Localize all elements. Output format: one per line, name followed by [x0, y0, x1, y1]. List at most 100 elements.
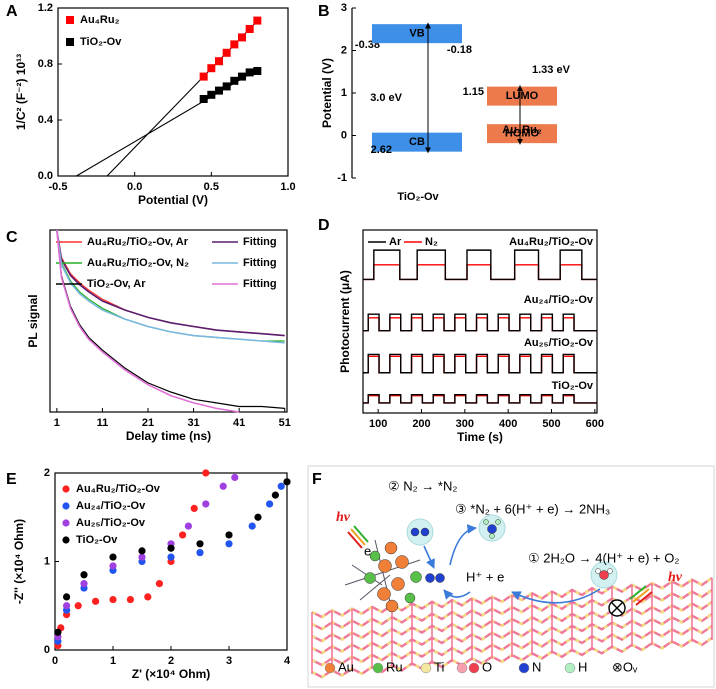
data-point: [109, 553, 117, 561]
legend-label: Au₄Ru₂/TiO₂-Ov, Ar: [87, 236, 189, 248]
legend-marker: [62, 485, 70, 493]
group-label: Au₂₅/TiO₂-Ov: [524, 337, 594, 349]
x-tick-label: 1: [110, 655, 116, 667]
data-point: [196, 549, 204, 557]
atom: [378, 559, 392, 573]
legend-label: N₂: [425, 236, 438, 248]
data-point: [215, 86, 223, 95]
atom: [404, 592, 416, 604]
panel-label: C: [6, 229, 18, 246]
data-point: [196, 540, 204, 548]
y-axis-title: Photocurrent (μA): [338, 270, 352, 373]
atom: [425, 573, 435, 583]
data-point: [138, 547, 146, 555]
energy-level: [372, 24, 462, 44]
data-point: [109, 562, 117, 570]
atom: [364, 572, 376, 584]
data-point: [138, 553, 146, 561]
y-tick-label: 2: [44, 467, 50, 479]
data-point: [199, 72, 208, 81]
legend-marker: [372, 662, 384, 674]
data-point: [54, 628, 62, 636]
reaction: ③ *N₂ + 6(H⁺ + e) → 2NH₃: [455, 501, 610, 516]
atom: [487, 524, 497, 534]
series-line: [56, 229, 285, 337]
x-tick-label: 600: [586, 418, 604, 430]
data-point: [266, 500, 274, 508]
y-axis-title: PL signal: [26, 294, 40, 347]
material-name: TiO₂-Ov: [397, 191, 439, 203]
scheme-frame: [307, 465, 715, 688]
x-tick-label: 1: [54, 417, 60, 429]
material-name: Au₄Ru₂: [502, 124, 542, 136]
series-line: [56, 229, 240, 413]
atom: [377, 587, 391, 601]
photocurrent-trace: [363, 394, 597, 404]
atom: [410, 571, 422, 583]
data-point: [199, 95, 208, 103]
light-ray: [629, 585, 647, 600]
data-point: [155, 580, 163, 588]
atom: [395, 555, 409, 569]
legend-marker: [518, 662, 530, 674]
data-point: [190, 504, 198, 512]
y-tick-label: -1: [337, 172, 347, 184]
atom: [607, 568, 613, 574]
legend-marker: [420, 662, 432, 674]
y-tick-label: 2: [341, 44, 347, 56]
y-tick-label: 1: [44, 555, 50, 567]
data-point: [126, 595, 134, 604]
electron-label: e: [364, 543, 371, 558]
legend-label: TiO₂-Ov, Ar: [87, 278, 146, 290]
data-point: [222, 48, 231, 57]
legend-label: Fitting: [243, 278, 277, 290]
photocurrent-trace: [363, 317, 597, 332]
data-point: [225, 540, 233, 548]
data-point: [207, 90, 216, 99]
legend-label: H: [578, 659, 587, 674]
level-value: 1.15: [463, 86, 484, 98]
data-point: [277, 482, 285, 490]
light-ray: [353, 525, 369, 543]
process-arrow: [443, 589, 471, 600]
legend-label: N: [532, 659, 541, 674]
y-tick-label: 0.0: [38, 170, 53, 182]
proton-label: H⁺ + e: [466, 569, 504, 584]
reaction: ① 2H₂O → 4(H⁺ + e) + O₂: [528, 550, 679, 565]
data-point: [202, 469, 210, 477]
data-point: [225, 531, 233, 539]
data-point: [230, 40, 239, 49]
light-label: hν: [668, 570, 683, 585]
legend-label: O: [482, 659, 492, 674]
data-point: [222, 82, 231, 91]
plot-frame: [362, 229, 598, 414]
legend-label: Fitting: [243, 236, 277, 248]
y-axis-title: 1/C² (F⁻²) 10¹³: [14, 54, 28, 130]
data-point: [230, 76, 239, 85]
series-line: [56, 229, 285, 409]
reaction: ② N₂ → *N₂: [388, 478, 457, 493]
legend-label: Ti: [434, 659, 444, 674]
x-tick-label: 200: [412, 418, 430, 430]
y-tick-label: 0: [341, 129, 347, 141]
x-axis-title: Delay time (ns): [126, 429, 211, 443]
x-axis-title: Potential (V): [138, 193, 208, 207]
x-tick-label: 21: [142, 417, 154, 429]
legend-marker: [468, 662, 480, 674]
legend-label: Au: [338, 659, 354, 674]
data-point: [202, 500, 210, 508]
atom: [495, 519, 501, 525]
data-point: [253, 16, 262, 25]
atom: [435, 573, 445, 583]
gap-label: 3.0 eV: [370, 92, 402, 104]
legend-label: Fitting: [243, 257, 277, 269]
panel-label: F: [312, 471, 322, 488]
data-point: [144, 593, 152, 601]
y-tick-label: 0.4: [38, 114, 54, 126]
data-point: [253, 67, 262, 75]
level-value: -0.18: [447, 44, 472, 56]
legend-label: TiO₂-Ov: [80, 36, 122, 48]
legend-marker: [564, 662, 576, 674]
legend-marker: [62, 502, 70, 510]
atom: [599, 570, 609, 580]
